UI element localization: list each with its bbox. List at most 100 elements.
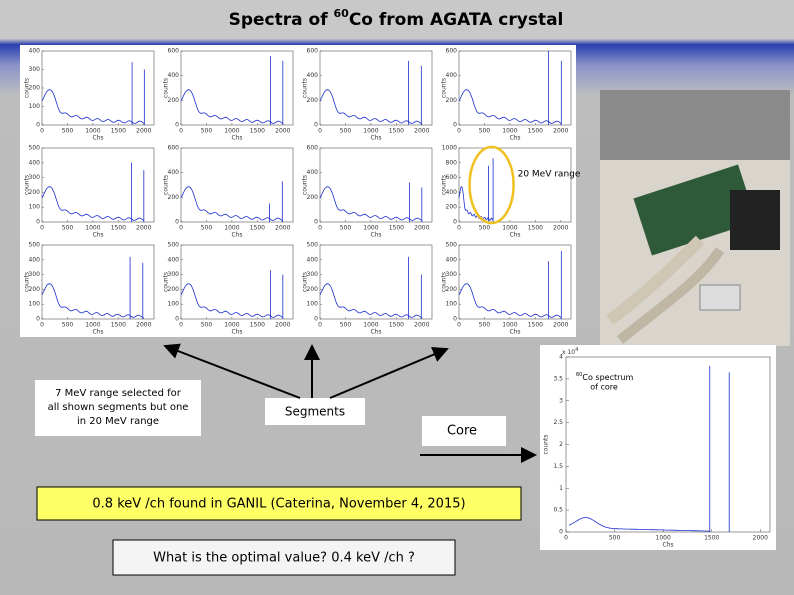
y-tick-label: 3.5 — [553, 375, 563, 382]
y-tick-label: 0 — [36, 219, 40, 226]
y-tick-label: 200 — [446, 97, 458, 104]
x-tick-label: 500 — [479, 128, 491, 135]
x-tick-label: 500 — [340, 322, 352, 329]
axes-frame — [180, 147, 294, 223]
x-axis-label: Chs — [92, 232, 103, 239]
x-tick-label: 1000 — [363, 322, 378, 329]
segment-panel: 0 100 200 300 400 500 0 500 1000 1500 2000 Chs count… — [302, 242, 433, 336]
y-tick-label: 400 — [307, 256, 319, 263]
x-tick-label: 2000 — [553, 225, 568, 232]
x-tick-label: 1500 — [528, 128, 543, 135]
x-tick-label: 0 — [318, 322, 322, 329]
y-tick-label: 0 — [453, 316, 457, 323]
y-tick-label: 200 — [446, 286, 458, 293]
x-tick-label: 1000 — [656, 535, 671, 542]
y-axis-label: counts — [163, 78, 170, 98]
y-tick-label: 200 — [307, 97, 319, 104]
range-note-line: 7 MeV range selected for — [55, 388, 182, 399]
range-note-box — [35, 380, 201, 436]
y-tick-label: 400 — [168, 256, 180, 263]
axes-frame — [458, 50, 572, 126]
x-tick-label: 1500 — [250, 322, 265, 329]
y-tick-label: 200 — [29, 189, 41, 196]
x-tick-label: 1500 — [250, 225, 265, 232]
x-tick-label: 500 — [479, 225, 491, 232]
x-tick-label: 1500 — [389, 225, 404, 232]
x-tick-label: 1000 — [85, 128, 100, 135]
y-tick-label: 300 — [168, 271, 180, 278]
y-tick-label: 400 — [446, 256, 458, 263]
y-tick-label: 100 — [446, 301, 458, 308]
highlight-note: 20 MeV range — [518, 170, 581, 180]
ganil-text: 0.8 keV /ch found in GANIL (Caterina, No… — [92, 497, 465, 512]
x-axis-label: Chs — [231, 329, 242, 336]
x-axis-label: Chs — [231, 232, 242, 239]
y-tick-label: 200 — [29, 286, 41, 293]
y-tick-label: 200 — [29, 85, 41, 92]
x-tick-label: 2000 — [136, 225, 151, 232]
y-axis-label: counts — [302, 272, 309, 292]
y-tick-label: 500 — [446, 242, 458, 249]
axes-frame — [41, 50, 155, 126]
x-tick-label: 2000 — [275, 225, 290, 232]
segment-panel: 0 200 400 600 0 500 1000 1500 2000 Chs counts — [163, 48, 294, 142]
core-note-sup: 60 — [576, 372, 582, 378]
x-tick-label: 500 — [201, 225, 213, 232]
y-tick-label: 100 — [307, 301, 319, 308]
x-tick-label: 1500 — [528, 225, 543, 232]
y-tick-label: 400 — [446, 189, 458, 196]
y-tick-label: 1 — [559, 485, 563, 492]
arrow — [163, 343, 301, 399]
y-axis-label: counts — [302, 175, 309, 195]
x-tick-label: 2000 — [136, 128, 151, 135]
arrow — [329, 347, 449, 399]
x-tick-label: 1000 — [85, 322, 100, 329]
y-axis-label: counts — [163, 272, 170, 292]
x-tick-label: 1000 — [224, 225, 239, 232]
x-tick-label: 1000 — [224, 128, 239, 135]
y-tick-label: 600 — [168, 48, 180, 55]
multiplier: x 104 — [562, 347, 578, 356]
x-axis-label: Chs — [92, 135, 103, 142]
y-tick-label: 600 — [446, 174, 458, 181]
x-axis-label: Chs — [509, 329, 520, 336]
y-tick-label: 200 — [168, 286, 180, 293]
y-tick-label: 0 — [36, 122, 40, 129]
y-tick-label: 1000 — [442, 145, 457, 152]
y-tick-label: 300 — [29, 271, 41, 278]
spectrum-continuum — [180, 283, 283, 318]
core-plot: 0 0.5 1 1.5 2 2.5 3 3.5 4 0 500 1000 1500 2000 x 104 Ch… — [543, 347, 771, 549]
y-tick-label: 200 — [168, 194, 180, 201]
segments-box — [265, 398, 365, 425]
x-tick-label: 500 — [201, 322, 213, 329]
segment-panel: 0 200 400 600 0 500 1000 1500 2000 Chs counts — [302, 48, 433, 142]
x-tick-label: 2000 — [414, 322, 429, 329]
y-axis-label: counts — [24, 272, 31, 292]
y-tick-label: 0 — [559, 529, 563, 536]
y-axis-label: counts — [302, 78, 309, 98]
spectrum-continuum — [458, 186, 494, 221]
y-tick-label: 400 — [446, 72, 458, 79]
y-tick-label: 0 — [175, 316, 179, 323]
x-tick-label: 0 — [318, 225, 322, 232]
x-tick-label: 0 — [179, 225, 183, 232]
y-axis-label: counts — [441, 78, 448, 98]
x-tick-label: 2000 — [753, 535, 768, 542]
x-tick-label: 500 — [62, 128, 74, 135]
x-axis-label: Chs — [662, 542, 673, 549]
y-axis-label: counts — [24, 175, 31, 195]
y-tick-label: 300 — [446, 271, 458, 278]
y-tick-label: 300 — [29, 66, 41, 73]
x-tick-label: 1000 — [502, 322, 517, 329]
spectrum-continuum — [319, 186, 422, 221]
multiplier-base: x 10 — [562, 349, 575, 356]
y-tick-label: 1.5 — [553, 463, 563, 470]
x-tick-label: 500 — [340, 128, 352, 135]
axes-frame — [41, 244, 155, 320]
title-part: Spectra of — [229, 10, 334, 30]
x-tick-label: 0 — [564, 535, 568, 542]
y-tick-label: 200 — [168, 97, 180, 104]
x-tick-label: 2000 — [275, 128, 290, 135]
spectrum-continuum — [319, 283, 422, 318]
multiplier-exp: 4 — [575, 347, 578, 353]
